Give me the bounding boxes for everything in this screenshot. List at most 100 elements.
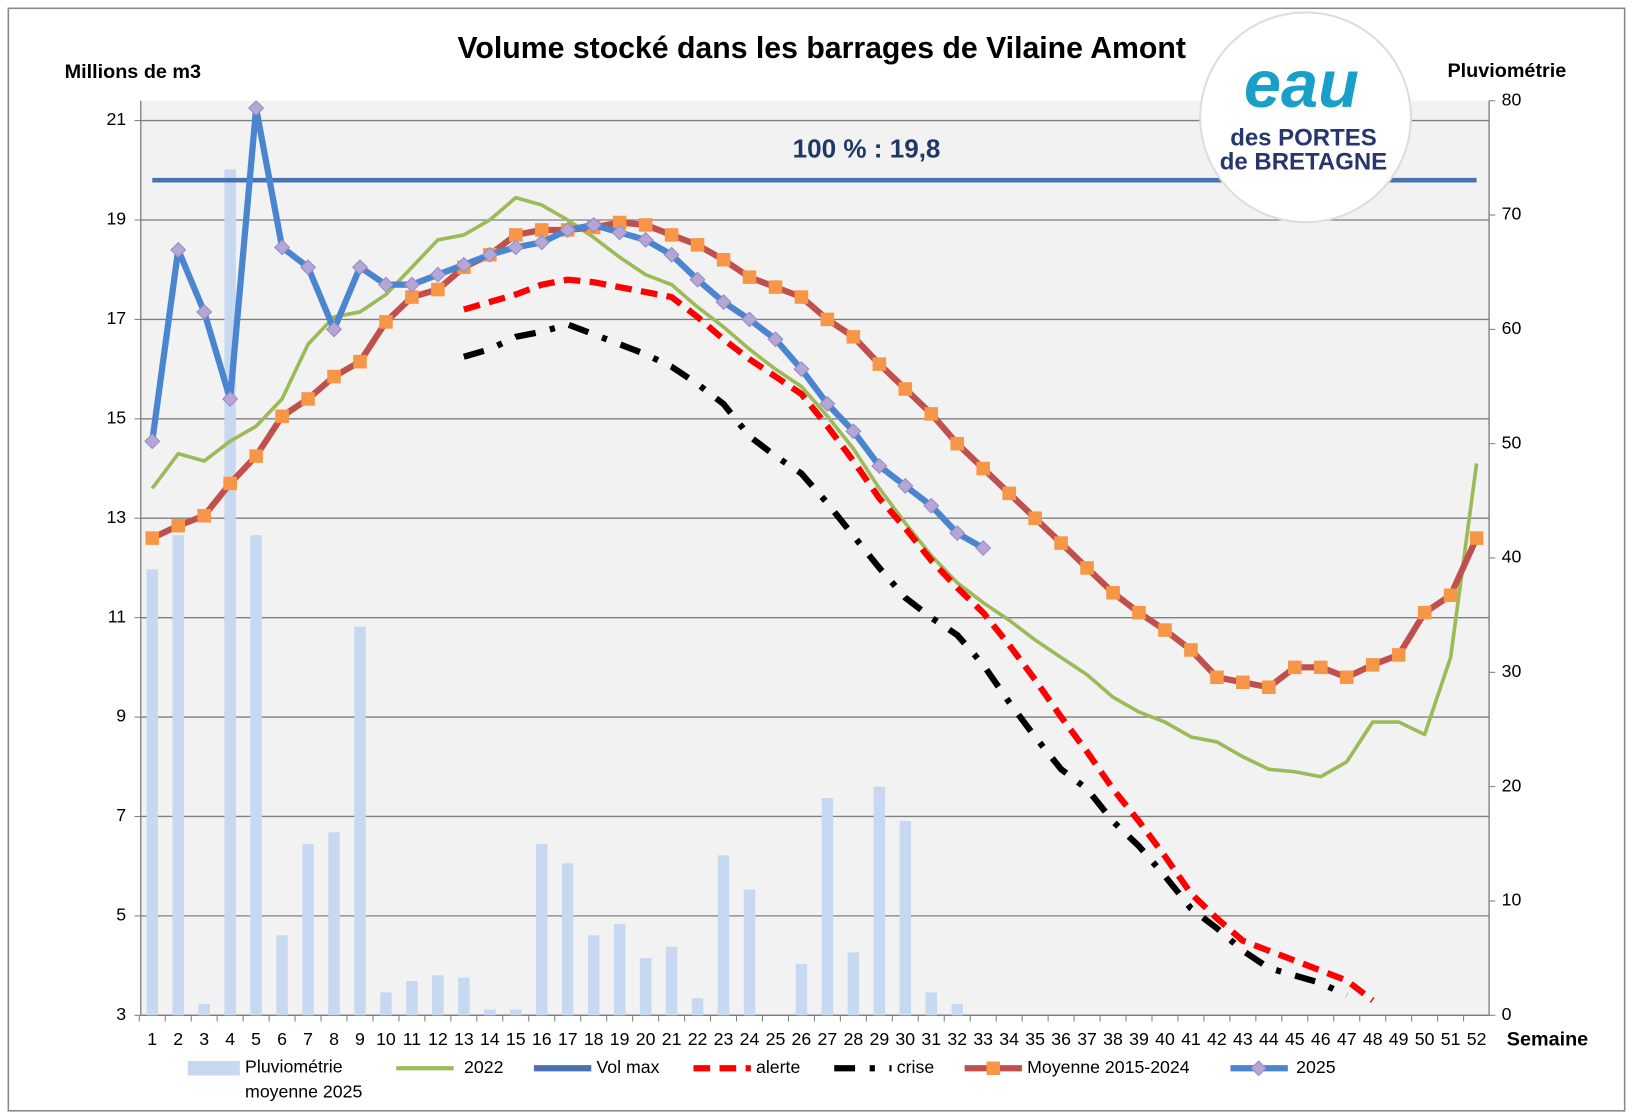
marker <box>533 234 550 251</box>
marker <box>171 518 185 533</box>
y-tick-label: 9 <box>116 706 126 726</box>
x-tick-label: 50 <box>1415 1029 1435 1049</box>
x-tick-label: 23 <box>714 1029 734 1049</box>
x-tick-label: 24 <box>740 1029 760 1049</box>
marker <box>1417 605 1432 620</box>
marker <box>223 476 237 491</box>
x-tick-label: 37 <box>1077 1029 1097 1049</box>
y-axis-label: Millions de m3 <box>65 61 201 83</box>
y-tick-label: 11 <box>108 606 126 626</box>
x-tick-label: 4 <box>225 1029 235 1049</box>
marker <box>1339 670 1354 685</box>
bar <box>795 963 808 1016</box>
y-tick-label: 7 <box>116 805 126 825</box>
x-tick-label: 15 <box>506 1029 526 1049</box>
bar <box>146 569 158 1016</box>
marker <box>1443 588 1458 603</box>
marker <box>1106 586 1120 600</box>
bar <box>561 863 574 1016</box>
x-tick-label: 36 <box>1051 1029 1071 1049</box>
x-tick-label: 5 <box>251 1029 261 1049</box>
bar <box>821 798 834 1016</box>
marker <box>351 259 369 276</box>
series-line <box>150 195 1479 779</box>
bar <box>328 832 340 1016</box>
bar <box>847 952 860 1016</box>
marker <box>1028 511 1042 525</box>
x-tick-label: 46 <box>1311 1029 1331 1049</box>
marker <box>612 215 627 230</box>
marker <box>741 311 758 328</box>
x-tick-label: 48 <box>1363 1029 1383 1049</box>
marker <box>1184 643 1198 657</box>
marker <box>509 228 523 242</box>
legend-marker <box>1250 1060 1267 1077</box>
legend-label: crise <box>897 1057 935 1077</box>
marker <box>897 477 914 494</box>
x-axis-label: Semaine <box>1507 1028 1588 1050</box>
y-tick-label: 15 <box>106 408 126 428</box>
marker <box>663 246 680 263</box>
annotation: 100 % : 19,8 <box>793 133 941 163</box>
x-tick-label: 3 <box>199 1029 209 1049</box>
bar <box>172 535 184 1016</box>
x-tick-label: 35 <box>1025 1029 1045 1049</box>
bar <box>899 820 912 1016</box>
x-tick-label: 40 <box>1155 1029 1175 1049</box>
x-tick-label: 49 <box>1389 1029 1409 1049</box>
x-tick-label: 1 <box>147 1029 157 1049</box>
legend-label: Pluviométrie moyenne 2025 <box>245 1056 363 1102</box>
marker <box>585 216 602 233</box>
x-tick-label: 14 <box>480 1029 500 1049</box>
x-tick-label: 20 <box>636 1029 656 1049</box>
bar <box>380 992 392 1016</box>
series-line <box>462 276 1375 1003</box>
marker <box>274 239 291 256</box>
marker <box>405 290 419 304</box>
legend-marker <box>986 1061 1001 1075</box>
y2-tick-label: 70 <box>1502 204 1522 224</box>
bar <box>510 1009 522 1016</box>
bar <box>665 946 678 1016</box>
marker <box>976 461 990 476</box>
bar <box>354 626 366 1016</box>
bar <box>613 923 626 1016</box>
y-tick-label: 3 <box>116 1004 126 1024</box>
marker <box>819 395 836 412</box>
bar <box>536 843 548 1016</box>
marker <box>222 390 239 407</box>
marker <box>793 361 810 378</box>
marker <box>924 407 939 421</box>
x-tick-label: 32 <box>947 1029 967 1049</box>
marker <box>300 259 317 276</box>
x-tick-label: 22 <box>688 1029 708 1049</box>
marker <box>1391 648 1406 662</box>
marker <box>1210 670 1224 685</box>
marker <box>845 423 862 440</box>
marker <box>637 231 654 248</box>
marker <box>871 458 888 475</box>
x-tick-label: 38 <box>1103 1029 1123 1049</box>
marker <box>664 228 679 242</box>
bar <box>484 1009 496 1016</box>
marker <box>481 246 498 263</box>
logo-word: eau <box>1244 48 1359 122</box>
y2-tick-label: 0 <box>1502 1004 1512 1024</box>
x-tick-label: 43 <box>1233 1029 1253 1049</box>
marker <box>431 282 445 297</box>
y-tick-label: 5 <box>116 905 126 925</box>
x-tick-label: 29 <box>869 1029 889 1049</box>
bar <box>198 1003 210 1016</box>
marker <box>872 357 887 371</box>
bar <box>302 843 314 1016</box>
marker <box>1080 561 1094 575</box>
plot-area <box>140 100 1490 1016</box>
x-tick-label: 33 <box>973 1029 993 1049</box>
bar <box>250 535 262 1016</box>
bar <box>717 855 730 1016</box>
marker <box>455 256 472 273</box>
bar <box>951 1003 963 1016</box>
x-tick-label: 28 <box>844 1029 864 1049</box>
logo-line: des PORTES <box>1230 124 1377 151</box>
